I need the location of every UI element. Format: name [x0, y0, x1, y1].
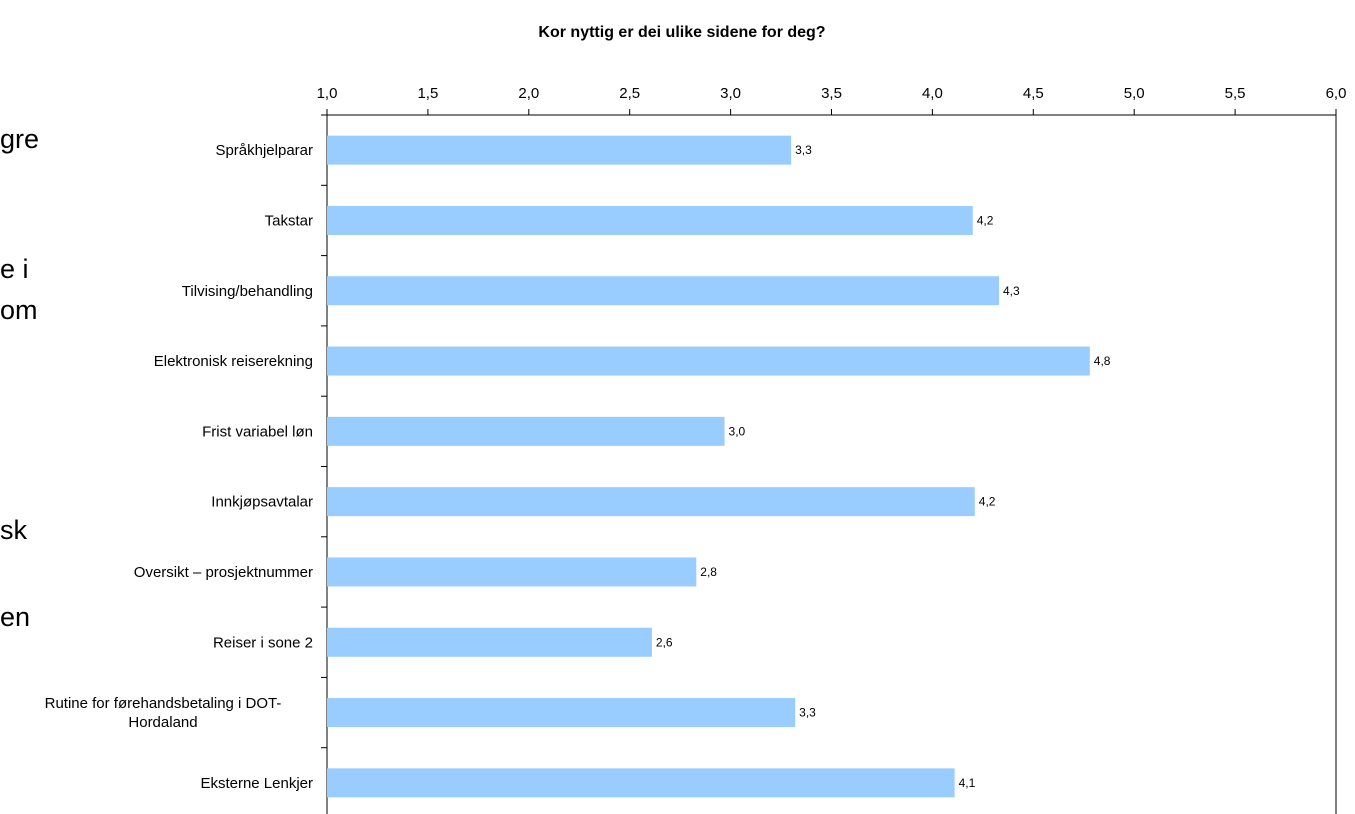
data-labels: 3,3 4,2 4,3 4,8 3,0 4,2 2,8 2,6 3,3 4,1 [656, 143, 1111, 790]
x-tick-label: 5,5 [1225, 85, 1246, 102]
category-label: Rutine for førehandsbetaling i DOT-Horda… [45, 695, 282, 731]
bars [327, 135, 1090, 798]
data-label: 2,6 [656, 635, 673, 649]
slide-text-fragment: gre [0, 124, 40, 154]
tick-labels: 1,0 1,5 2,0 2,5 3,0 3,5 4,0 4,5 5,0 5,5 6,0 [317, 85, 1347, 102]
x-tick-label: 5,0 [1124, 85, 1145, 102]
data-label: 3,3 [795, 143, 812, 157]
x-tick-label: 3,5 [821, 85, 842, 102]
x-tick-label: 3,0 [720, 85, 741, 102]
bar [327, 416, 725, 446]
bar [327, 205, 973, 235]
data-label: 4,1 [959, 776, 976, 790]
bar [327, 768, 955, 798]
data-label: 4,8 [1094, 354, 1111, 368]
slide-text-fragment: om [0, 295, 38, 325]
category-label: Takstar [265, 212, 313, 229]
bar [327, 276, 999, 306]
x-tick-label: 2,5 [619, 85, 640, 102]
x-tick-label: 2,0 [518, 85, 539, 102]
x-tick-label: 6,0 [1326, 85, 1347, 102]
data-label: 3,3 [799, 706, 816, 720]
category-label: Tilvising/behandling [182, 283, 313, 300]
category-label: Elektronisk reiserekning [154, 353, 313, 370]
slide-text-fragment: sk [0, 515, 27, 545]
x-tick-label: 4,5 [1023, 85, 1044, 102]
bar [327, 135, 792, 165]
x-tick-label: 1,5 [417, 85, 438, 102]
bar [327, 346, 1090, 376]
category-label: Språkhjelparar [215, 142, 313, 159]
slide-text-fragment: en [0, 602, 31, 632]
category-label: Reiser i sone 2 [213, 634, 313, 651]
data-label: 3,0 [729, 424, 746, 438]
x-tick-label: 4,0 [922, 85, 943, 102]
chart-title: Kor nyttig er dei ulike sidene for deg? [538, 24, 825, 41]
category-label: Frist variabel løn [202, 423, 313, 440]
category-label: Innkjøpsavtalar [211, 494, 313, 511]
x-tick-label: 1,0 [317, 85, 338, 102]
category-labels: Språkhjelparar Takstar Tilvising/behandlin… [45, 142, 313, 792]
bar [327, 627, 652, 657]
data-label: 4,3 [1003, 284, 1020, 298]
bar [327, 698, 796, 728]
data-label: 4,2 [977, 213, 994, 227]
data-label: 2,8 [700, 565, 717, 579]
category-label: Oversikt – prosjektnummer [134, 564, 313, 581]
category-label: Eksterne Lenkjer [200, 775, 313, 792]
slide-text-fragment: e i [0, 254, 29, 284]
data-label: 4,2 [979, 495, 996, 509]
bar [327, 487, 975, 517]
bar [327, 557, 697, 587]
